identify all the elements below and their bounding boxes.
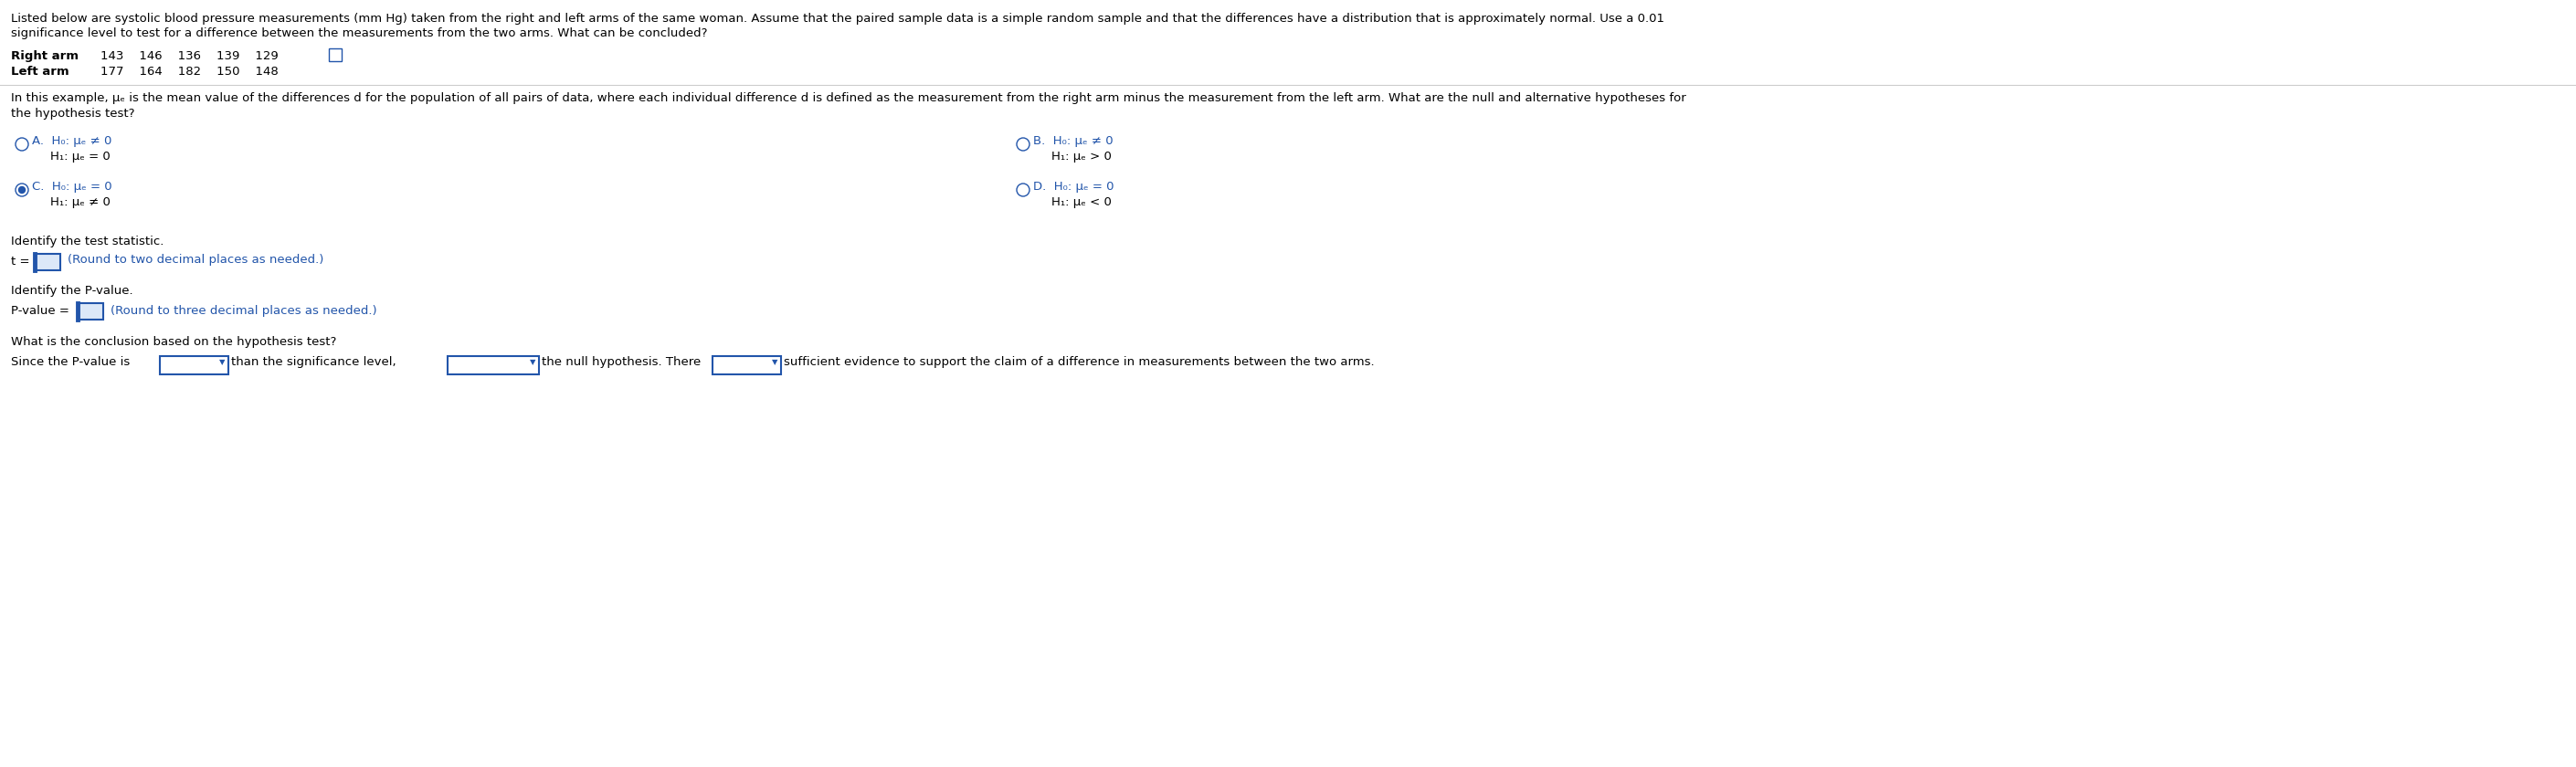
Text: Listed below are systolic blood pressure measurements (mm Hg) taken from the rig: Listed below are systolic blood pressure…	[10, 13, 1664, 25]
Text: Since the P-value is: Since the P-value is	[10, 356, 129, 368]
Text: than the significance level,: than the significance level,	[232, 356, 397, 368]
Text: In this example, μₑ is the mean value of the differences d for the population of: In this example, μₑ is the mean value of…	[10, 92, 1687, 104]
Text: sufficient evidence to support the claim of a difference in measurements between: sufficient evidence to support the claim…	[783, 356, 1376, 368]
Text: the null hypothesis. There: the null hypothesis. There	[541, 356, 701, 368]
FancyBboxPatch shape	[448, 356, 538, 374]
Text: A.  H₀: μₑ ≠ 0: A. H₀: μₑ ≠ 0	[31, 135, 111, 147]
Text: ▼: ▼	[528, 358, 536, 366]
Text: significance level to test for a difference between the measurements from the tw: significance level to test for a differe…	[10, 28, 708, 39]
Text: Identify the test statistic.: Identify the test statistic.	[10, 235, 165, 248]
Text: (Round to three decimal places as needed.): (Round to three decimal places as needed…	[111, 305, 376, 317]
Text: ▼: ▼	[770, 358, 778, 366]
Text: Right arm: Right arm	[10, 50, 77, 62]
FancyBboxPatch shape	[33, 254, 59, 270]
Circle shape	[18, 186, 26, 193]
Text: 177    164    182    150    148: 177 164 182 150 148	[100, 66, 278, 77]
Text: H₁: μₑ ≠ 0: H₁: μₑ ≠ 0	[52, 196, 111, 208]
Text: B.  H₀: μₑ ≠ 0: B. H₀: μₑ ≠ 0	[1033, 135, 1113, 147]
Text: H₁: μₑ > 0: H₁: μₑ > 0	[1051, 150, 1113, 163]
Text: t =: t =	[10, 255, 31, 268]
Text: the hypothesis test?: the hypothesis test?	[10, 107, 134, 120]
FancyBboxPatch shape	[714, 356, 781, 374]
FancyBboxPatch shape	[160, 356, 229, 374]
Text: Left arm: Left arm	[10, 66, 70, 77]
Text: What is the conclusion based on the hypothesis test?: What is the conclusion based on the hypo…	[10, 336, 337, 348]
Text: ▼: ▼	[219, 358, 224, 366]
Text: 143    146    136    139    129: 143 146 136 139 129	[100, 50, 278, 62]
Text: D.  H₀: μₑ = 0: D. H₀: μₑ = 0	[1033, 181, 1113, 193]
Text: H₁: μₑ < 0: H₁: μₑ < 0	[1051, 196, 1113, 208]
Text: C.  H₀: μₑ = 0: C. H₀: μₑ = 0	[31, 181, 111, 193]
FancyBboxPatch shape	[77, 303, 103, 320]
Text: H₁: μₑ = 0: H₁: μₑ = 0	[52, 150, 111, 163]
FancyBboxPatch shape	[330, 48, 343, 61]
Text: P-value =: P-value =	[10, 305, 70, 317]
Text: (Round to two decimal places as needed.): (Round to two decimal places as needed.)	[67, 254, 325, 265]
Text: Identify the P-value.: Identify the P-value.	[10, 285, 134, 297]
